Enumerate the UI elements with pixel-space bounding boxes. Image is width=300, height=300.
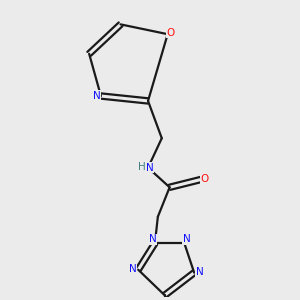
Text: N: N	[196, 267, 203, 277]
Text: O: O	[200, 174, 209, 184]
Text: H: H	[138, 162, 146, 172]
Text: O: O	[167, 28, 175, 38]
Text: N: N	[183, 234, 190, 244]
Text: N: N	[129, 264, 137, 274]
Text: N: N	[146, 163, 153, 173]
Text: N: N	[93, 91, 101, 101]
Text: N: N	[149, 234, 156, 244]
